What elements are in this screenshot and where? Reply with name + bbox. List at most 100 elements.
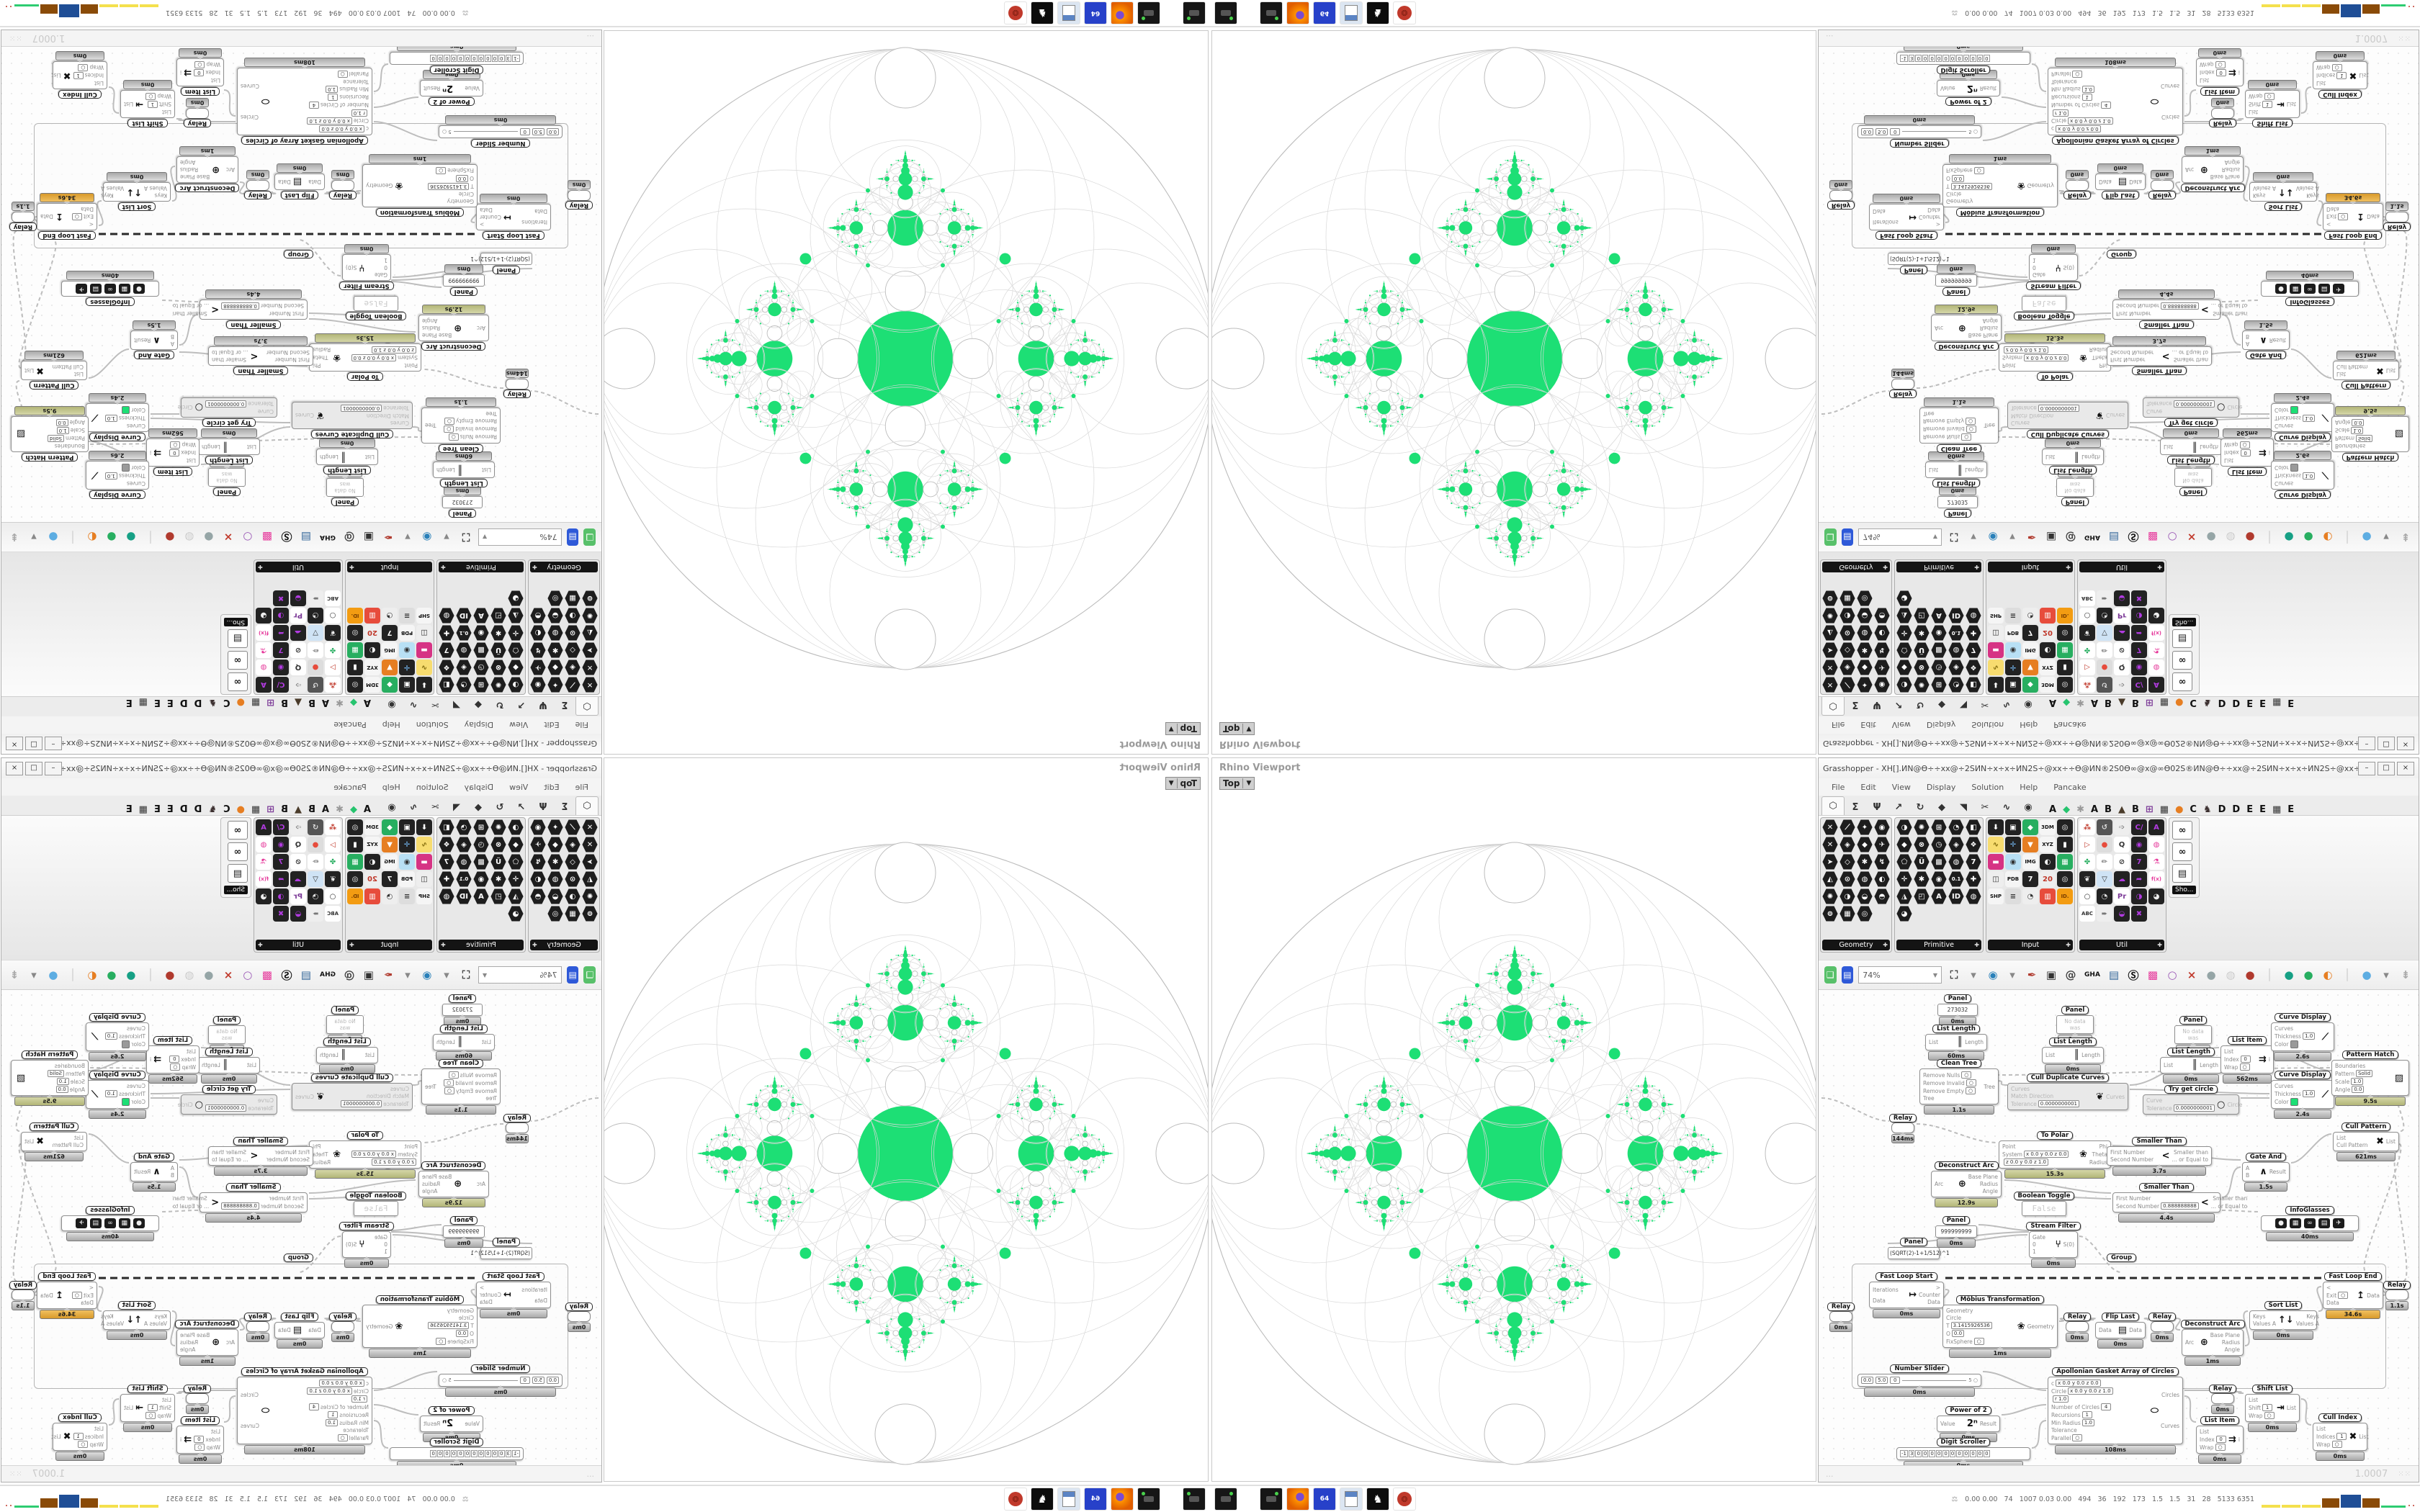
gh-node-apollonian-gasket-array-of-circles[interactable]: Apollonian Gasket Array of Circles c x 0.0…: [2048, 1367, 2183, 1454]
component-icon[interactable]: ◔: [2097, 608, 2112, 624]
component-icon[interactable]: Pr: [2114, 608, 2130, 624]
toolbar-icon[interactable]: @: [344, 968, 355, 981]
component-icon[interactable]: Pr: [2114, 888, 2130, 904]
palette-label[interactable]: Primitive ✚: [1896, 562, 1981, 572]
plugin-icon[interactable]: ∞: [228, 821, 248, 840]
component-icon[interactable]: ▮: [2057, 660, 2073, 675]
component-icon[interactable]: ◭: [1822, 871, 1838, 887]
toolbar-icon[interactable]: │: [2344, 968, 2351, 981]
plugin-tab[interactable]: ◆: [349, 804, 357, 815]
infoglasses-icon[interactable]: ▦: [2290, 284, 2301, 294]
component-icon[interactable]: Q: [290, 837, 306, 852]
component-icon[interactable]: ◆: [1857, 837, 1873, 852]
component-icon[interactable]: ▼: [2022, 660, 2038, 675]
plugin-icon[interactable]: ∞: [2172, 651, 2192, 670]
toolbar-icon[interactable]: ✒: [2027, 531, 2037, 544]
menu-item-edit[interactable]: Edit: [544, 782, 560, 792]
palette-label[interactable]: Primitive ✚: [1896, 940, 1981, 950]
gh-node-list-item[interactable]: List Item List Index 0 Wrap ○ ⇉ i 0ms: [2196, 1416, 2244, 1464]
toolbar-icon[interactable]: @: [2065, 531, 2076, 544]
component-icon[interactable]: ◫: [1988, 871, 2004, 887]
component-icon[interactable]: Ü: [1914, 854, 1930, 870]
toolbar-icon[interactable]: ⛶: [1950, 968, 1958, 981]
component-icon[interactable]: ◧: [1966, 677, 1981, 693]
gh-node-relay[interactable]: Relay 0ms: [243, 1313, 272, 1342]
taskbar-app-firefox[interactable]: [1286, 1, 1309, 24]
slider-value[interactable]: 5.0: [532, 1377, 544, 1384]
gh-node-list-item[interactable]: List Item List Index 0 Wrap ○ ⇉ i 562ms: [2220, 1036, 2274, 1084]
component-icon[interactable]: ▣: [2005, 677, 2021, 693]
viewport-mode-button[interactable]: Top ▼: [1165, 722, 1201, 735]
component-icon[interactable]: ◎: [347, 819, 363, 835]
component-icon[interactable]: ✚: [439, 871, 454, 887]
component-icon[interactable]: ✱: [1857, 642, 1873, 658]
plugin-tab[interactable]: A: [2090, 804, 2099, 815]
gh-node-list-item[interactable]: List Item List Index 0 Wrap ○ ⇉ i 562ms: [2220, 428, 2274, 476]
component-icon[interactable]: ◉: [473, 871, 489, 887]
taskbar-app-calc[interactable]: [1340, 1488, 1363, 1511]
gh-node-deconstruct-arc[interactable]: Deconstruct Arc Arc ⊕ Base Plane Radius Angle…: [1931, 305, 2002, 351]
toolbar-icon[interactable]: │: [2266, 968, 2273, 981]
plugin-tab[interactable]: ⊞: [2145, 804, 2154, 815]
plugin-tab[interactable]: A: [2090, 697, 2099, 708]
grasshopper-titlebar[interactable]: Grasshopper - XH[].ИN@Ө÷÷xx@÷2SИN÷x÷x÷ИN…: [1819, 758, 2419, 778]
component-icon[interactable]: ✈: [530, 837, 546, 852]
palette-label[interactable]: Util ✚: [256, 940, 341, 950]
gh-node-digit-scroller[interactable]: Digit Scroller-13000000000000ms: [1896, 47, 2030, 74]
toolbar-icon[interactable]: ▾: [2009, 531, 2015, 544]
rhino-viewport[interactable]: Rhino Viewport Top ▼: [604, 757, 1209, 1482]
plugin-tab[interactable]: A: [321, 804, 330, 815]
component-icon[interactable]: ◆: [508, 837, 524, 852]
component-icon[interactable]: ◑: [2131, 888, 2147, 904]
component-icon[interactable]: ▷: [325, 837, 341, 852]
gh-node-m-bius-transformation[interactable]: Möbius Transformation Geometry Circle T 3.14…: [1942, 154, 2058, 217]
gh-node-curve-display[interactable]: Curve Display Curves Thickness 1.0 Color ⟋ 2.6…: [2271, 451, 2334, 499]
menu-item-solution[interactable]: Solution: [416, 782, 449, 792]
gh-node-flip-last[interactable]: Flip Last Data ▤ Data 0ms: [274, 1313, 325, 1349]
component-icon[interactable]: ◇: [1839, 854, 1855, 870]
toolbar-icon[interactable]: ●: [107, 968, 117, 981]
component-icon[interactable]: f(x): [2148, 871, 2164, 887]
component-icon[interactable]: ⊞: [473, 819, 489, 835]
component-icon[interactable]: SHP: [1988, 608, 2004, 624]
toolbar-icon[interactable]: Ⓢ: [2128, 968, 2139, 982]
scroller-digit[interactable]: 0: [1963, 55, 1970, 62]
component-icon[interactable]: ▬: [416, 854, 432, 870]
taskbar-app-redapp[interactable]: ❂: [1393, 1, 1416, 24]
toolbar-icon[interactable]: ◉: [1988, 968, 1998, 981]
component-icon[interactable]: ⊘: [2114, 854, 2130, 870]
component-icon[interactable]: ✛: [2005, 837, 2021, 852]
gh-node-relay[interactable]: Relay 144ms: [503, 1114, 532, 1143]
component-icon[interactable]: ◧: [1966, 819, 1981, 835]
component-icon[interactable]: ◍: [439, 888, 454, 904]
component-icon[interactable]: ◐: [2040, 642, 2056, 658]
gh-node-fast-loop-end[interactable]: Fast Loop End < Exit ○ Data ↥ Data 34.6s: [2323, 193, 2383, 240]
expand-icon[interactable]: ✚: [532, 942, 537, 948]
component-icon[interactable]: PDB: [399, 871, 415, 887]
component-icon[interactable]: ✛: [508, 871, 524, 887]
component-icon[interactable]: ◎: [1857, 906, 1873, 922]
component-icon[interactable]: ◑: [1896, 677, 1912, 693]
plugin-tab[interactable]: D: [2232, 804, 2241, 815]
component-icon[interactable]: ✺: [582, 888, 598, 904]
plugin-tab[interactable]: ▦: [2272, 804, 2282, 815]
toolbar-icon[interactable]: ◍: [2226, 531, 2236, 544]
component-icon[interactable]: ◈: [1948, 837, 1964, 852]
component-icon[interactable]: ◆: [1857, 660, 1873, 675]
component-icon[interactable]: ⊙: [565, 871, 581, 887]
plugin-tab[interactable]: D: [179, 804, 188, 815]
expand-icon[interactable]: ✚: [1974, 564, 1979, 570]
component-icon[interactable]: ✕: [1822, 677, 1838, 693]
component-icon[interactable]: ✦: [1857, 819, 1873, 835]
component-icon[interactable]: PDB: [2005, 871, 2021, 887]
component-icon[interactable]: ◉: [530, 819, 546, 835]
component-icon[interactable]: ❖: [1966, 660, 1981, 675]
component-icon[interactable]: A: [1931, 608, 1947, 624]
plugin-tab[interactable]: E: [166, 804, 174, 815]
menu-item-help[interactable]: Help: [382, 782, 400, 792]
component-icon[interactable]: ✛: [1896, 871, 1912, 887]
gh-node-fast-loop-end[interactable]: Fast Loop End < Exit ○ Data ↥ Data 34.6s: [37, 1272, 97, 1319]
component-icon[interactable]: ⊙: [1839, 871, 1855, 887]
component-icon[interactable]: ❖: [439, 837, 454, 852]
gh-node-panel[interactable]: Panel (SQRT(2)-1+1/512)^1: [470, 1238, 532, 1259]
